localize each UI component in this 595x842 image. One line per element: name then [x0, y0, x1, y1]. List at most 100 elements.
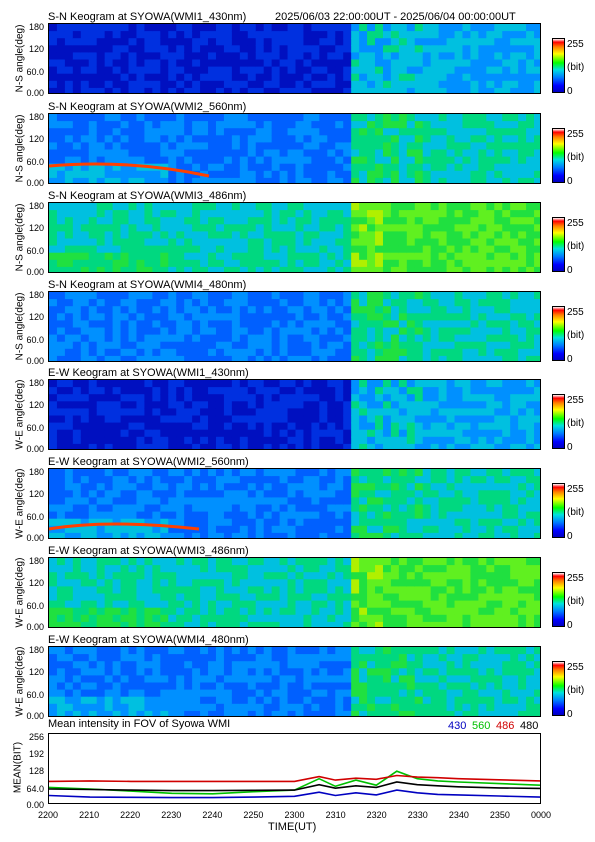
- keogram-cell: [49, 73, 58, 82]
- keogram-cell: [311, 24, 320, 32]
- keogram-cell: [510, 355, 519, 361]
- keogram-cell: [367, 422, 376, 431]
- keogram-cell: [263, 238, 273, 247]
- keogram-cell: [518, 511, 527, 520]
- keogram-cell: [438, 59, 448, 68]
- keogram-cell: [526, 45, 535, 53]
- keogram-cell: [247, 348, 257, 357]
- keogram-cell: [80, 355, 90, 361]
- keogram-cell: [430, 31, 440, 39]
- keogram-cell: [64, 224, 74, 232]
- keogram-cell: [200, 238, 209, 247]
- keogram-cell: [231, 217, 241, 225]
- keogram-cell: [112, 177, 122, 183]
- keogram-cell: [470, 682, 479, 691]
- keogram-cell: [160, 128, 169, 136]
- keogram-cell: [152, 525, 161, 534]
- keogram-cell: [422, 203, 432, 211]
- keogram-cell: [367, 415, 376, 424]
- keogram-cell: [223, 525, 233, 534]
- keogram-cell: [247, 497, 257, 506]
- keogram-cell: [335, 142, 344, 151]
- keogram-cell: [96, 689, 106, 698]
- keogram-cell: [359, 348, 368, 357]
- keogram-cell: [351, 682, 360, 691]
- keogram-cell: [279, 355, 289, 361]
- keogram-cell: [104, 217, 114, 225]
- keogram-cell: [414, 135, 424, 143]
- keogram-cell: [343, 593, 352, 602]
- keogram-cell: [96, 710, 106, 716]
- keogram-cell: [518, 87, 527, 93]
- keogram-cell: [414, 696, 424, 705]
- keogram-cell: [72, 87, 82, 93]
- keogram-cell: [192, 532, 201, 538]
- keogram-cell: [303, 73, 312, 82]
- keogram-cell: [462, 593, 472, 602]
- keogram-cell: [231, 483, 241, 491]
- keogram-cell: [112, 320, 122, 329]
- keogram-cell: [168, 504, 177, 513]
- keogram-cell: [438, 668, 448, 676]
- keogram-cell: [494, 614, 503, 623]
- keogram-cell: [72, 600, 82, 609]
- keogram-cell: [168, 422, 177, 431]
- keogram-cell: [382, 579, 392, 587]
- keogram-cell: [271, 231, 281, 240]
- keogram-cell: [239, 621, 249, 627]
- keogram-cell: [390, 142, 400, 151]
- keogram-cell: [160, 252, 169, 261]
- keogram-cell: [72, 45, 82, 53]
- keogram-cell: [247, 490, 257, 498]
- keogram-cell: [454, 87, 464, 93]
- keogram-cell: [136, 38, 146, 46]
- keogram-cell: [510, 497, 519, 506]
- keogram-cell: [223, 483, 233, 491]
- keogram-cell: [49, 177, 58, 183]
- keogram-cell: [486, 600, 495, 609]
- keogram-cell: [367, 73, 376, 82]
- keogram-cell: [215, 149, 225, 158]
- keogram-cell: [184, 429, 193, 438]
- keogram-cell: [271, 682, 281, 691]
- keogram-cell: [120, 710, 130, 716]
- keogram-cell: [128, 682, 138, 691]
- panel-title: S-N Keogram at SYOWA(WMI3_486nm): [48, 190, 247, 202]
- keogram-cell: [351, 586, 360, 595]
- keogram-cell: [104, 121, 114, 129]
- keogram-cell: [303, 210, 312, 218]
- keogram-cell: [120, 647, 130, 655]
- keogram-cell: [152, 87, 161, 93]
- keogram-cell: [215, 429, 225, 438]
- keogram-cell: [208, 476, 217, 484]
- keogram-cell: [398, 238, 408, 247]
- keogram-cell: [223, 135, 233, 143]
- keogram-cell: [184, 217, 193, 225]
- keogram-cell: [208, 436, 217, 445]
- keogram-cell: [518, 443, 527, 449]
- keogram-cell: [430, 525, 440, 534]
- keogram-cell: [104, 572, 114, 580]
- keogram-cell: [311, 31, 320, 39]
- keogram-cell: [263, 252, 273, 261]
- y-tick-label: 60.0: [26, 690, 44, 700]
- keogram-cell: [534, 518, 540, 527]
- keogram-cell: [223, 710, 233, 716]
- keogram-cell: [534, 114, 540, 122]
- keogram-cell: [104, 66, 114, 75]
- keogram-cell: [247, 654, 257, 662]
- keogram-cell: [144, 710, 153, 716]
- keogram-cell: [438, 565, 448, 573]
- keogram-cell: [359, 252, 368, 261]
- keogram-cell: [96, 73, 106, 82]
- keogram-cell: [56, 607, 66, 616]
- keogram-cell: [247, 675, 257, 684]
- keogram-cell: [287, 306, 297, 314]
- keogram-cell: [255, 703, 265, 712]
- keogram-cell: [176, 128, 185, 136]
- keogram-cell: [295, 217, 305, 225]
- keogram-cell: [303, 31, 312, 39]
- keogram-cell: [104, 558, 114, 566]
- keogram-cell: [462, 320, 472, 329]
- keogram-cell: [406, 38, 416, 46]
